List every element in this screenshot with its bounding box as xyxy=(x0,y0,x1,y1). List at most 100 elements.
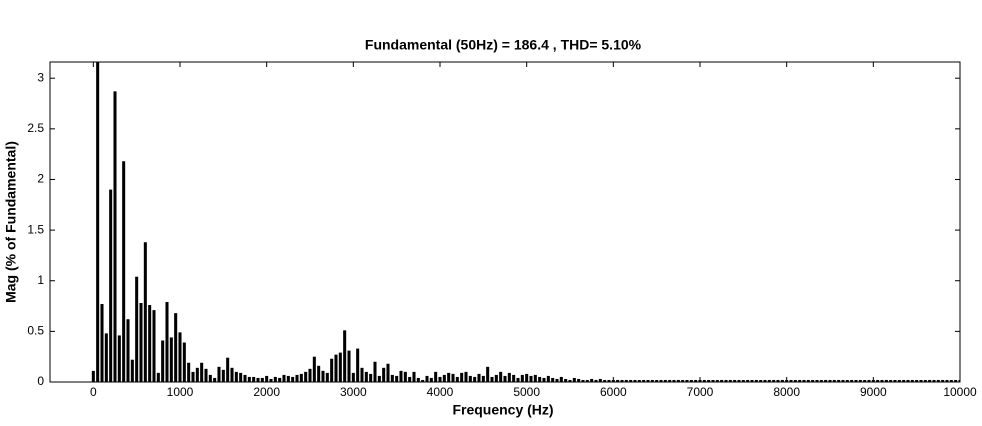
bar xyxy=(884,379,888,382)
bar xyxy=(949,379,953,382)
bar xyxy=(252,376,256,382)
bar xyxy=(819,379,823,382)
bar xyxy=(451,373,455,382)
bar xyxy=(295,374,299,382)
bar xyxy=(373,361,377,382)
bar xyxy=(750,379,754,382)
bar xyxy=(148,305,152,382)
y-tick-label: 0.5 xyxy=(27,324,44,338)
bar xyxy=(798,379,802,382)
bar xyxy=(958,379,960,382)
bar xyxy=(728,379,732,382)
bar xyxy=(182,342,186,382)
bar xyxy=(481,375,485,382)
bar xyxy=(195,367,199,382)
x-axis-label: Frequency (Hz) xyxy=(452,402,553,418)
bar xyxy=(932,379,936,382)
bar xyxy=(676,379,680,382)
bar xyxy=(672,379,676,382)
bar xyxy=(954,379,958,382)
bar xyxy=(286,375,290,382)
bar xyxy=(733,379,737,382)
bar xyxy=(802,379,806,382)
bar xyxy=(273,376,277,382)
bar xyxy=(546,375,550,382)
bar xyxy=(421,379,425,382)
bar xyxy=(187,362,191,382)
bar xyxy=(477,373,481,382)
bar xyxy=(793,379,797,382)
bar xyxy=(815,379,819,382)
bar xyxy=(659,379,663,382)
bar xyxy=(382,367,386,382)
bar xyxy=(616,379,620,382)
bar xyxy=(377,375,381,382)
bars xyxy=(91,62,960,382)
bar xyxy=(559,376,563,382)
bar xyxy=(178,332,182,382)
bar xyxy=(850,379,854,382)
bar xyxy=(724,379,728,382)
bar xyxy=(711,379,715,382)
bar xyxy=(156,372,160,382)
bar xyxy=(581,379,585,382)
bar xyxy=(96,62,100,382)
bar xyxy=(694,379,698,382)
bar xyxy=(230,367,234,382)
bar xyxy=(542,377,546,382)
bar xyxy=(568,379,572,382)
bar xyxy=(395,375,399,382)
bar xyxy=(130,359,134,382)
x-tick-label: 6000 xyxy=(600,385,627,399)
bar xyxy=(832,379,836,382)
y-tick-label: 2 xyxy=(37,172,44,186)
bar xyxy=(403,371,407,382)
bar xyxy=(152,310,156,382)
bar xyxy=(893,379,897,382)
bar xyxy=(360,367,364,382)
bar xyxy=(572,377,576,382)
bar xyxy=(364,371,368,382)
bar xyxy=(633,379,637,382)
bar xyxy=(646,379,650,382)
bar xyxy=(928,379,932,382)
bar xyxy=(165,302,169,382)
bar xyxy=(200,362,204,382)
bar xyxy=(516,377,520,382)
bar xyxy=(260,377,264,382)
bar xyxy=(204,368,208,382)
bar xyxy=(117,335,121,382)
bar xyxy=(256,377,260,382)
x-tick-label: 4000 xyxy=(427,385,454,399)
bar xyxy=(707,379,711,382)
chart-title: Fundamental (50Hz) = 186.4 , THD= 5.10% xyxy=(365,37,642,53)
bar xyxy=(269,378,273,382)
bar xyxy=(828,379,832,382)
bar xyxy=(897,379,901,382)
bar xyxy=(100,304,104,382)
bar xyxy=(529,375,533,382)
bar xyxy=(811,379,815,382)
bar xyxy=(126,319,130,382)
bar xyxy=(655,379,659,382)
bar xyxy=(594,379,598,382)
bar xyxy=(473,376,477,382)
x-tick-label: 5000 xyxy=(513,385,540,399)
x-tick-label: 0 xyxy=(90,385,97,399)
bar xyxy=(507,372,511,382)
bar xyxy=(806,379,810,382)
bar xyxy=(208,374,212,382)
bar xyxy=(139,303,143,382)
bar xyxy=(863,379,867,382)
x-tick-label: 10000 xyxy=(943,385,977,399)
bar xyxy=(243,374,247,382)
bar xyxy=(213,377,217,382)
bar xyxy=(442,374,446,382)
bar xyxy=(837,379,841,382)
bar xyxy=(741,379,745,382)
bar xyxy=(434,371,438,382)
y-tick-label: 0 xyxy=(37,374,44,388)
bar xyxy=(607,379,611,382)
bar xyxy=(551,377,555,382)
